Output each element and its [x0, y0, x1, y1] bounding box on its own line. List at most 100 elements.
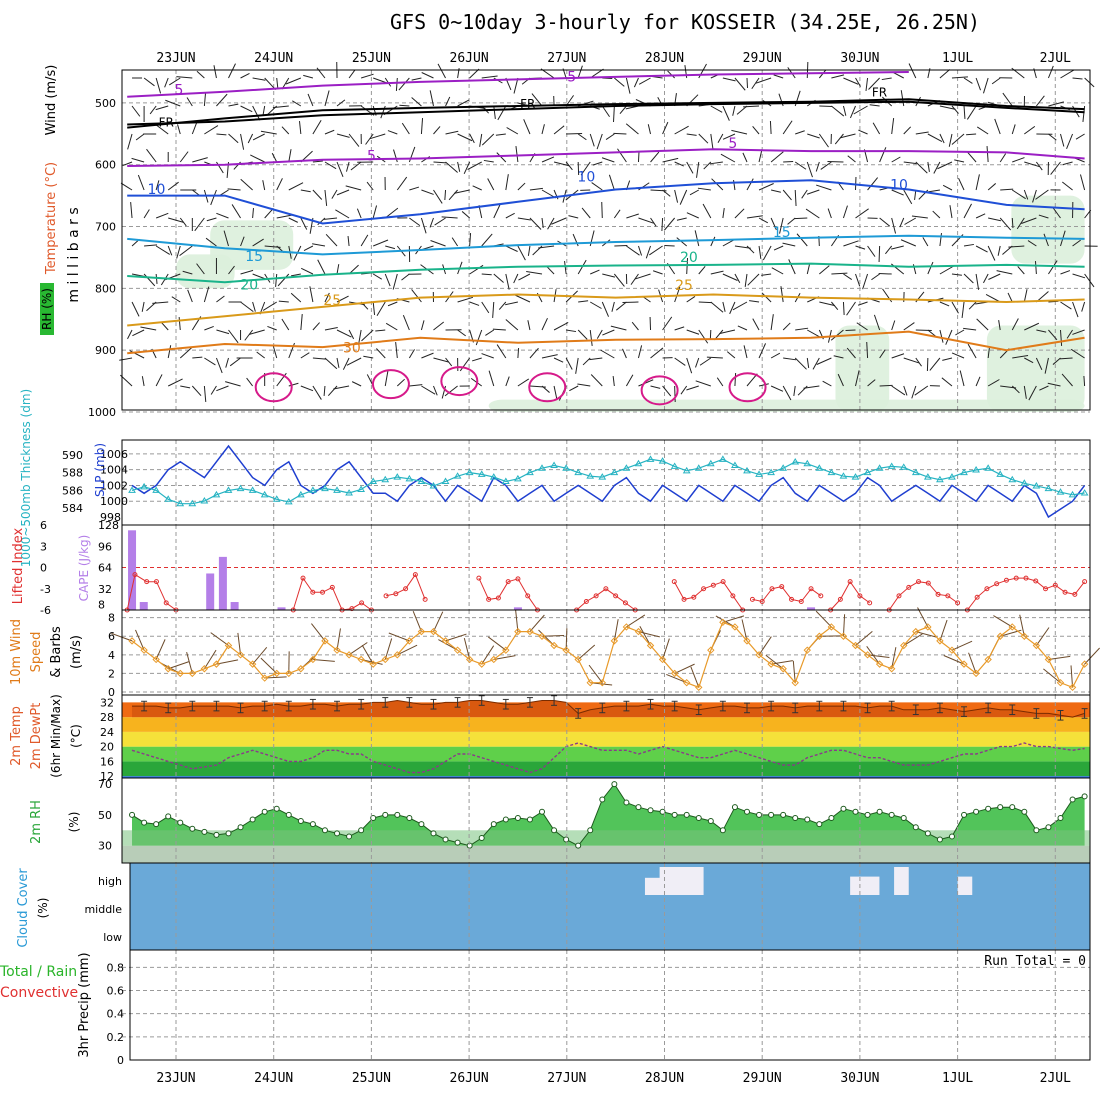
wind-barb	[985, 294, 1001, 303]
wind-barb	[493, 105, 496, 119]
date-label-bottom: 25JUN	[352, 1071, 391, 1086]
temp-ytick: 20	[100, 741, 114, 754]
wind-marker	[562, 646, 570, 654]
wind-barb	[843, 273, 853, 281]
date-label-bottom: 30JUN	[840, 1071, 879, 1086]
wind-marker	[719, 618, 727, 627]
wind-barb-10m	[361, 644, 374, 665]
wind-barb	[667, 70, 675, 79]
wind-barb	[694, 230, 700, 247]
wind-barb	[1061, 373, 1073, 387]
wind-marker	[176, 669, 184, 678]
wind-marker	[924, 623, 932, 631]
wind-barb	[203, 93, 207, 107]
wind-barb	[262, 105, 266, 116]
wind-barb	[1002, 92, 1013, 107]
slp-ytick: 1006	[100, 448, 128, 461]
wind-barb	[529, 347, 539, 359]
wind-barb	[939, 233, 942, 247]
cape-ytick: 32	[98, 583, 112, 596]
li-marker	[808, 586, 814, 592]
wind-barb	[216, 385, 229, 392]
wind-barb	[324, 161, 337, 170]
wind-barb	[161, 322, 169, 331]
wind-barb	[127, 329, 133, 340]
wind-barb	[951, 105, 959, 114]
wind-barb	[168, 217, 184, 223]
thickness-marker	[923, 473, 932, 480]
wind-barb	[638, 217, 654, 224]
wind-barb	[988, 273, 1001, 280]
wind-barb	[1035, 161, 1043, 171]
li-marker	[603, 586, 609, 592]
wind-ytick: 0	[108, 686, 115, 699]
wind-barb	[891, 189, 904, 196]
wind-barb	[538, 245, 555, 249]
wind-barb	[982, 77, 989, 94]
wind-barb	[336, 161, 344, 178]
cape-contour	[640, 375, 679, 406]
wind-barb	[141, 301, 145, 312]
wind-barb	[1047, 382, 1061, 387]
rh-marker	[599, 796, 606, 803]
wind-barb	[288, 149, 292, 163]
date-label-top: 25JUN	[352, 51, 391, 66]
wind-barb	[867, 379, 876, 387]
wind-barb	[155, 212, 169, 219]
wind-barb	[831, 74, 845, 79]
wind-barb	[336, 329, 352, 338]
wind-barb	[819, 301, 836, 307]
rh-marker	[961, 811, 968, 818]
wind-barb	[843, 77, 859, 85]
wind-barb	[631, 321, 639, 331]
wind-marker	[839, 632, 848, 640]
wind-axis-label: Wind (m/s)	[44, 65, 59, 136]
wind-barb	[674, 326, 685, 331]
wind-barb	[517, 378, 530, 387]
thickness-line	[131, 458, 1085, 505]
wind-barb	[963, 273, 974, 284]
wind-barb	[312, 120, 322, 135]
li-marker	[163, 600, 169, 606]
wind-barb	[731, 129, 748, 135]
wind-barb	[871, 273, 880, 281]
wind-barb	[179, 245, 193, 257]
wind-barb	[1050, 161, 1061, 175]
wind-marker	[610, 637, 619, 645]
li-marker	[671, 579, 677, 585]
wind-marker	[417, 627, 426, 636]
wind-barb	[445, 130, 459, 135]
rh-marker	[261, 808, 268, 815]
wind-barb	[695, 357, 700, 368]
wind-barb	[770, 352, 781, 359]
slp-ytick: 1002	[100, 479, 128, 492]
wind-barb	[515, 294, 531, 303]
wind-barb	[401, 122, 410, 135]
wind-marker	[755, 651, 763, 659]
wind-barb	[837, 373, 844, 387]
contour-line-fr	[127, 100, 1085, 126]
wind-barb	[782, 189, 792, 201]
wind-barb	[155, 374, 163, 387]
rh-marker	[177, 819, 184, 826]
upper-ytick: 800	[95, 282, 116, 295]
date-label-bottom: 26JUN	[450, 1071, 489, 1086]
wind-barb-10m	[264, 676, 287, 679]
wind-barb	[710, 236, 716, 247]
wind-barb	[433, 189, 443, 204]
wind-barb	[746, 178, 754, 191]
wind-barb	[729, 301, 736, 315]
wind-barb	[968, 301, 977, 310]
wind-barb	[698, 301, 712, 304]
cape-contour	[440, 366, 479, 397]
wind-barb	[505, 245, 518, 252]
wind-barb	[589, 357, 603, 361]
contour-label: 5	[728, 136, 737, 152]
wind-barb	[140, 326, 157, 331]
wind-barb	[247, 133, 254, 144]
wind-barb	[506, 127, 519, 135]
wind-barb	[662, 385, 672, 397]
wind-barb	[300, 385, 314, 392]
li-marker	[955, 600, 961, 606]
thickness-marker	[731, 461, 739, 469]
